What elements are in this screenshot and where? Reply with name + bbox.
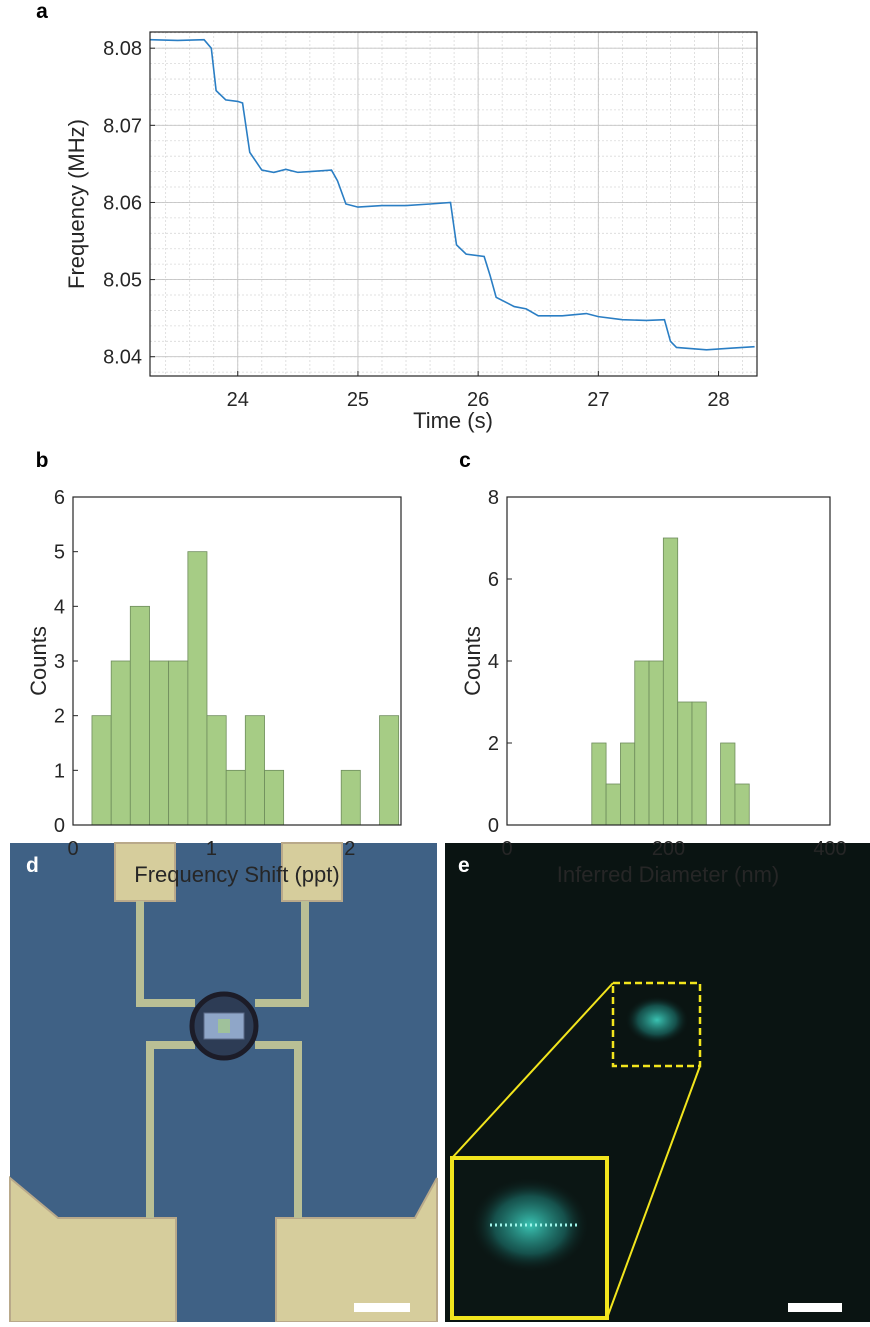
histogram-bar — [620, 742, 636, 826]
y-tick-label: 8 — [488, 487, 499, 509]
y-tick-label: 6 — [54, 487, 65, 509]
x-tick-label: 1 — [206, 838, 217, 860]
x-axis-label: Time (s) — [413, 408, 493, 433]
x-tick-label: 200 — [652, 838, 685, 860]
histogram-bar — [264, 769, 285, 826]
x-tick-label: 24 — [227, 389, 249, 411]
y-tick-label: 5 — [54, 542, 65, 564]
y-tick-label: 6 — [488, 569, 499, 591]
histogram-bar — [662, 537, 679, 826]
chart-c: 0 200 400 0 2 4 6 8 Inferred Diameter (nm) Counts… — [459, 449, 847, 887]
histogram-bar — [244, 715, 265, 826]
panel-label: d — [26, 854, 39, 877]
panel-label: b — [36, 449, 49, 472]
chart-a: 24 25 26 27 28 8.04 8.05 8.06 8.07 8.08 Time (s) Fr… — [36, 0, 758, 433]
x-tick-label: 0 — [501, 838, 512, 860]
y-tick-label: 8.05 — [103, 270, 142, 292]
histogram-bar — [129, 605, 150, 826]
y-tick-label: 2 — [488, 733, 499, 755]
histogram-bar — [648, 660, 664, 826]
x-tick-label: 26 — [467, 389, 489, 411]
histogram-bar — [677, 701, 693, 826]
y-tick-label: 3 — [54, 651, 65, 673]
y-tick-label: 8.08 — [103, 38, 142, 60]
histogram-bar — [110, 660, 131, 826]
micrograph-e: e — [445, 843, 870, 1322]
histogram-bar — [149, 660, 170, 826]
x-tick-label: 2 — [344, 838, 355, 860]
x-tick-label: 27 — [587, 389, 609, 411]
y-tick-label: 8.06 — [103, 192, 142, 214]
panel-label: e — [458, 854, 470, 877]
axes-box — [149, 31, 758, 377]
axes-box — [506, 496, 831, 826]
histogram-bar — [691, 701, 707, 826]
y-axis-label: Frequency (MHz) — [64, 119, 89, 289]
histogram-bar — [206, 715, 227, 826]
y-tick-label: 0 — [488, 815, 499, 837]
x-axis-label: Inferred Diameter (nm) — [557, 862, 780, 887]
chart-b: 0 1 2 0 1 2 3 4 5 6 Frequency Shift (ppt) Counts b — [26, 449, 402, 887]
y-tick-label: 2 — [54, 706, 65, 728]
data-line — [149, 38, 755, 351]
y-axis-label: Counts — [460, 626, 485, 696]
panel-label: a — [36, 0, 48, 23]
plot-area — [150, 32, 757, 376]
y-tick-label: 8.07 — [103, 115, 142, 137]
histogram-bar — [634, 660, 650, 826]
panel-label: c — [459, 449, 471, 472]
y-tick-label: 8.04 — [103, 347, 142, 369]
histogram-bar — [379, 715, 400, 826]
histogram-bar — [720, 742, 736, 826]
histogram-bar — [225, 769, 246, 826]
y-tick-label: 0 — [54, 815, 65, 837]
x-axis-label: Frequency Shift (ppt) — [134, 862, 339, 887]
histogram-bar — [91, 715, 112, 826]
x-tick-label: 400 — [813, 838, 846, 860]
y-tick-label: 4 — [488, 651, 499, 673]
histogram-bar — [734, 783, 750, 826]
y-tick-label: 1 — [54, 760, 65, 782]
x-tick-label: 25 — [347, 389, 369, 411]
histogram-bar — [168, 660, 189, 826]
y-axis-label: Counts — [26, 626, 51, 696]
micrograph-d: d — [9, 842, 438, 1323]
histogram-bar — [591, 742, 607, 826]
histogram-bar — [605, 783, 621, 826]
histogram-bar — [340, 769, 361, 826]
axes-box — [72, 496, 402, 826]
x-tick-label: 0 — [67, 838, 78, 860]
y-tick-label: 4 — [54, 596, 65, 618]
x-tick-label: 28 — [707, 389, 729, 411]
histogram-bar — [187, 551, 208, 826]
